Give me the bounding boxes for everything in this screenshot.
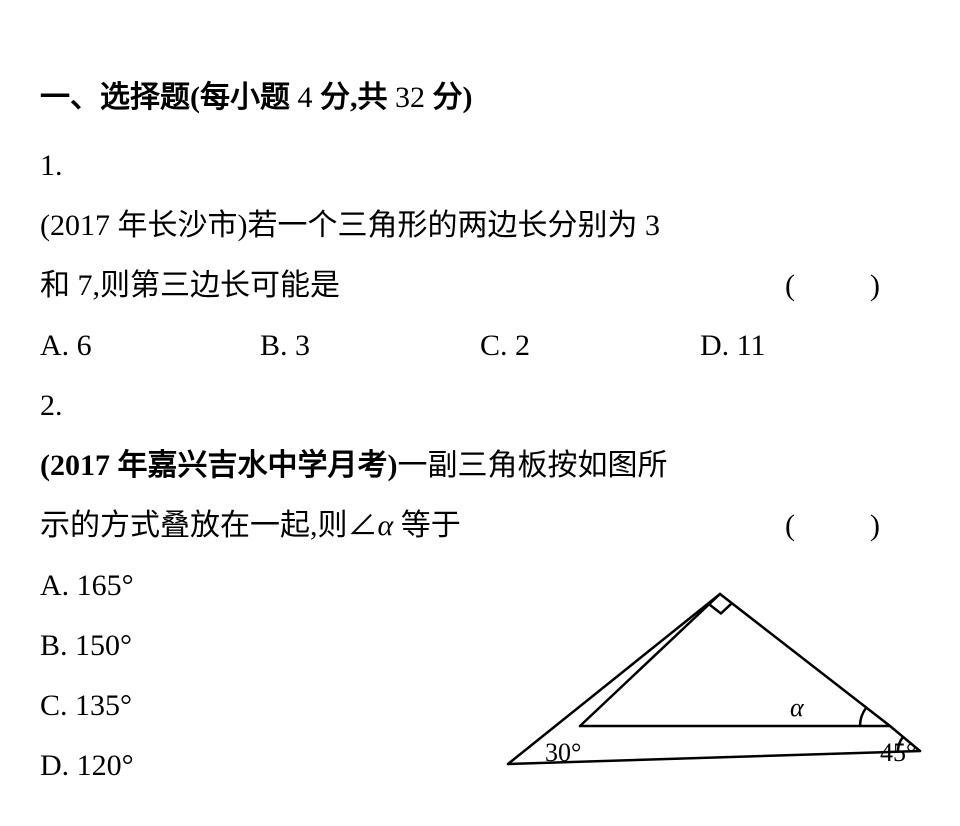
q1-line1: (2017 年长沙市)若一个三角形的两边长分别为 3 — [40, 196, 880, 256]
question-1: 1. (2017 年长沙市)若一个三角形的两边长分别为 3 和 7,则第三边长可… — [40, 136, 920, 376]
q1-answer-blank: ( ) — [785, 256, 880, 316]
q1-option-d: D. 11 — [700, 316, 766, 376]
q2-alpha: α — [378, 509, 394, 542]
triangle-diagram: α 30° 45° — [500, 576, 930, 776]
q1-text1: 年长沙市)若一个三角形的两边长分别为 — [110, 209, 645, 242]
q1-num7: 7 — [78, 269, 93, 302]
question-2: 2. (2017 年嘉兴吉水中学月考)一副三角板按如图所 示的方式叠放在一起,则… — [40, 376, 920, 796]
q2-line1: (2017 年嘉兴吉水中学月考)一副三角板按如图所 — [40, 436, 880, 496]
section-title-suffix: 分) — [425, 81, 473, 114]
q1-line2-text: 和 7,则第三边长可能是 — [40, 256, 340, 316]
q1-text2a: 和 — [40, 269, 78, 302]
q2-source: 年嘉兴吉水中学月考) — [110, 449, 398, 482]
q2-figure: α 30° 45° — [500, 576, 930, 776]
q1-year: 2017 — [50, 209, 110, 242]
svg-text:45°: 45° — [880, 738, 916, 767]
total-points: 32 — [395, 81, 425, 114]
q2-text1: 一副三角板按如图所 — [398, 449, 668, 482]
exam-page: 一、选择题(每小题 4 分,共 32 分) 1. (2017 年长沙市)若一个三… — [0, 0, 960, 826]
q2-open-paren: ( — [40, 449, 50, 482]
svg-text:30°: 30° — [545, 738, 581, 767]
q1-option-b: B. 3 — [260, 316, 480, 376]
section-title-mid: 分,共 — [313, 81, 396, 114]
q2-answer-blank: ( ) — [785, 496, 880, 556]
q1-option-a: A. 6 — [40, 316, 260, 376]
svg-text:α: α — [790, 693, 805, 722]
q1-num3: 3 — [645, 209, 660, 242]
q2-text2a: 示的方式叠放在一起,则∠ — [40, 509, 378, 542]
q2-number: 2. — [40, 376, 78, 436]
q1-option-c: C. 2 — [480, 316, 700, 376]
q2-text2b: 等于 — [393, 509, 461, 542]
per-question-points: 4 — [298, 81, 313, 114]
q2-line2-text: 示的方式叠放在一起,则∠α 等于 — [40, 496, 461, 556]
q1-options: A. 6 B. 3 C. 2 D. 11 — [40, 316, 880, 376]
q1-text2c: ,则第三边长可能是 — [93, 269, 341, 302]
q2-year: 2017 — [50, 449, 110, 482]
q1-number: 1. — [40, 136, 78, 196]
q1-open-paren: ( — [40, 209, 50, 242]
section-title-prefix: 一、选择题(每小题 — [40, 81, 298, 114]
q1-body: (2017 年长沙市)若一个三角形的两边长分别为 3 和 7,则第三边长可能是 … — [40, 196, 880, 376]
q2-line2: 示的方式叠放在一起,则∠α 等于 ( ) — [40, 496, 880, 556]
q1-line2: 和 7,则第三边长可能是 ( ) — [40, 256, 880, 316]
section-title: 一、选择题(每小题 4 分,共 32 分) — [40, 72, 920, 116]
